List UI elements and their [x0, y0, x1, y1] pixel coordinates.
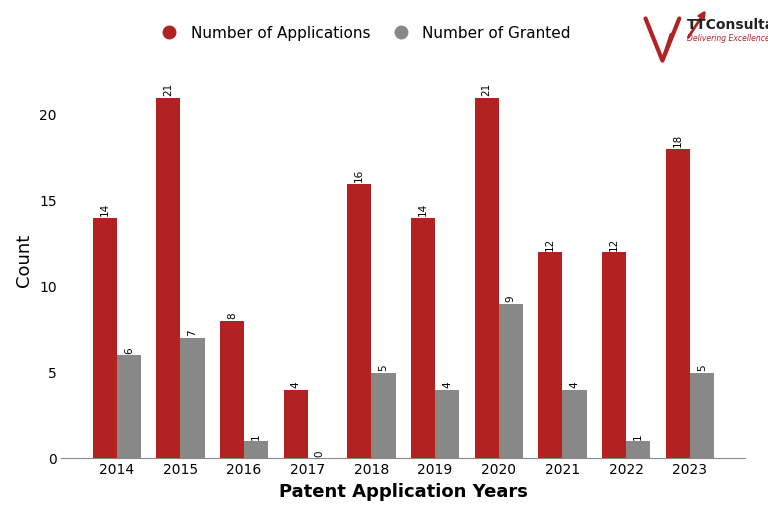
Text: 14: 14	[100, 203, 110, 216]
Bar	[347, 183, 372, 458]
Text: TTConsultants: TTConsultants	[687, 18, 768, 33]
Bar	[156, 97, 180, 458]
Bar	[283, 390, 308, 458]
Legend: Number of Applications, Number of Granted: Number of Applications, Number of Grante…	[147, 19, 577, 47]
Text: 18: 18	[673, 134, 683, 148]
Bar	[180, 338, 204, 458]
Bar	[498, 304, 523, 458]
Bar	[690, 373, 714, 458]
Text: 1: 1	[633, 433, 643, 440]
Text: 16: 16	[354, 169, 364, 182]
Text: 21: 21	[164, 83, 174, 96]
Text: 9: 9	[506, 296, 516, 302]
Text: 5: 5	[379, 364, 389, 371]
Text: 12: 12	[609, 237, 619, 250]
Bar	[538, 252, 562, 458]
Text: 0: 0	[315, 450, 325, 457]
Bar	[92, 218, 117, 458]
Bar	[244, 441, 268, 458]
Bar	[411, 218, 435, 458]
Text: 7: 7	[187, 330, 197, 336]
Bar	[626, 441, 650, 458]
Text: 6: 6	[124, 347, 134, 354]
Text: 5: 5	[697, 364, 707, 371]
Text: 4: 4	[290, 382, 300, 388]
Text: 8: 8	[227, 313, 237, 319]
Bar	[602, 252, 626, 458]
Text: 21: 21	[482, 83, 492, 96]
X-axis label: Patent Application Years: Patent Application Years	[279, 483, 528, 501]
Bar	[562, 390, 587, 458]
Bar	[220, 321, 244, 458]
Y-axis label: Count: Count	[15, 234, 33, 288]
Text: Delivering Excellence through Insights: Delivering Excellence through Insights	[687, 34, 768, 43]
Bar	[435, 390, 459, 458]
Bar	[666, 149, 690, 458]
Bar	[475, 97, 498, 458]
Text: 14: 14	[418, 203, 428, 216]
Text: 4: 4	[569, 382, 580, 388]
Bar	[117, 355, 141, 458]
Text: 4: 4	[442, 382, 452, 388]
Text: 1: 1	[251, 433, 261, 440]
Text: 12: 12	[545, 237, 555, 250]
Bar	[372, 373, 396, 458]
